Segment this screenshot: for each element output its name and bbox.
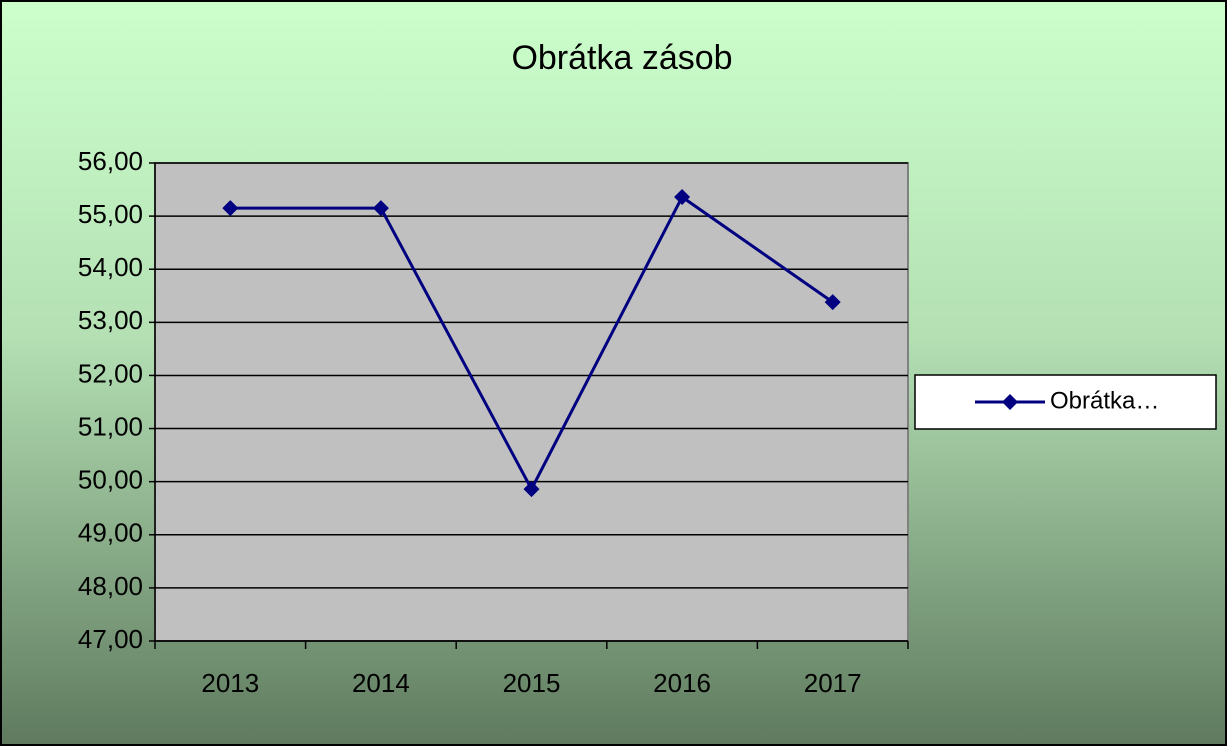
y-tick-label: 49,00	[78, 518, 143, 548]
x-tick-label: 2016	[653, 668, 711, 698]
x-tick-label: 2017	[804, 668, 862, 698]
marker	[222, 200, 239, 217]
y-tick-label: 54,00	[78, 252, 143, 282]
y-tick-label: 52,00	[78, 358, 143, 388]
marker	[523, 481, 540, 498]
y-tick-label: 48,00	[78, 571, 143, 601]
marker	[674, 188, 691, 205]
y-tick-label: 51,00	[78, 411, 143, 441]
legend-box	[914, 374, 1217, 430]
y-tick-label: 47,00	[78, 624, 143, 654]
y-tick-label: 50,00	[78, 465, 143, 495]
x-tick-label: 2014	[352, 668, 410, 698]
y-tick-label: 55,00	[78, 199, 143, 229]
marker	[372, 200, 389, 217]
chart-title: Obrátka zásob	[511, 39, 732, 77]
legend-label: Obrátka…	[1050, 387, 1159, 414]
y-tick-label: 53,00	[78, 305, 143, 335]
x-tick-label: 2015	[503, 668, 561, 698]
y-tick-label: 56,00	[78, 146, 143, 176]
marker	[824, 294, 841, 311]
x-tick-label: 2013	[201, 668, 259, 698]
legend-marker	[1002, 394, 1018, 410]
plot-area	[154, 162, 909, 642]
